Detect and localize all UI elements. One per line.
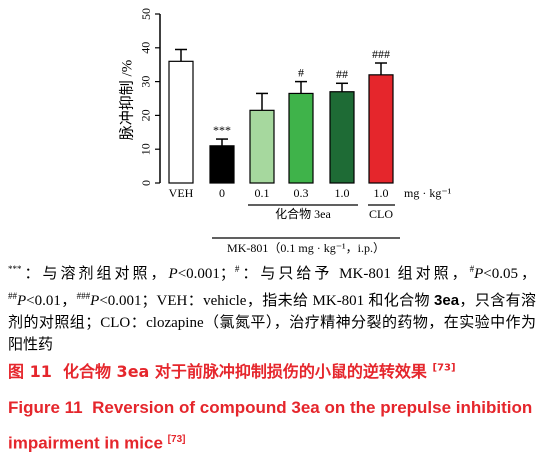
note-text: #	[469, 264, 475, 274]
caption-ref: [73]	[432, 362, 456, 374]
x-tick-label: 0.1	[255, 186, 270, 200]
bar	[329, 91, 355, 184]
note-text: P	[90, 293, 100, 309]
bar	[209, 145, 235, 184]
y-axis-label: 脉冲抑制 /%	[118, 60, 135, 140]
y-tick-label: 50	[139, 8, 153, 20]
treatment-label: MK-801（0.1 mg · kg⁻¹，i.p.）	[227, 241, 385, 255]
note-text: ##	[8, 291, 17, 301]
caption-text: Reversion of compound 3ea on the prepuls…	[8, 398, 533, 453]
note-text: #	[234, 264, 240, 274]
unit-label: mg · kg⁻¹	[404, 186, 452, 200]
bar	[249, 109, 275, 184]
note-text: P	[474, 266, 484, 282]
bar	[368, 74, 394, 184]
caption-ref: [73]	[167, 434, 186, 445]
x-tick-label: 0	[219, 186, 225, 200]
note-text: <0.001；	[177, 266, 235, 282]
significance-label: #	[298, 65, 304, 79]
note-text: ***	[8, 264, 22, 274]
y-tick-label: 10	[139, 143, 153, 155]
note-text: ，只含有溶剂的对照组；CLO：clozapine（氯氮平），治疗精神分裂的药物，…	[8, 293, 536, 353]
significance-label: ###	[372, 47, 390, 61]
x-tick-label: 1.0	[374, 186, 389, 200]
caption-en: Figure 11 Reversion of compound 3ea on t…	[8, 392, 538, 460]
x-tick-label: VEH	[169, 186, 194, 200]
significance-label: ##	[336, 67, 348, 81]
group-label: 化合物 3ea	[275, 206, 331, 221]
chart: 脉冲抑制 /% 0 10 20 30 40 50 VEH 0 *** 0.1 0.3 #1.0 ## 1.…	[118, 8, 452, 255]
note-text: <0.01，	[26, 293, 77, 309]
significance-label: ***	[213, 123, 231, 137]
caption-zh: 图 11 化合物 3ea 对于前脉冲抑制损伤的小鼠的逆转效果 [73]	[8, 358, 456, 382]
group-label: CLO	[369, 207, 393, 221]
bar	[168, 60, 194, 184]
caption-label: 图 11	[8, 362, 52, 381]
note-text: ：与溶剂组对照，	[21, 266, 169, 282]
y-tick-label: 40	[139, 42, 153, 54]
x-tick-label: 1.0	[335, 186, 350, 200]
y-tick-label: 0	[139, 180, 153, 186]
note-text: <0.05，	[483, 266, 536, 282]
note-text: P	[17, 293, 27, 309]
caption-text: 化合物 3ea 对于前脉冲抑制损伤的小鼠的逆转效果	[62, 362, 427, 381]
note-text: <0.001；VEH：vehicle，指未给 MK-801 和化合物	[99, 293, 435, 309]
note-text: 3ea	[434, 292, 460, 309]
note-text: ###	[76, 291, 91, 301]
x-tick-label: 0.3	[294, 186, 309, 200]
note-text: P	[168, 266, 178, 282]
y-tick-label: 20	[139, 109, 153, 121]
bar	[288, 92, 314, 184]
figure-note: ***：与溶剂组对照，P<0.001；#：与只给予 MK-801 组对照，#P<…	[8, 258, 536, 356]
note-text: ：与只给予 MK-801 组对照，	[239, 266, 470, 282]
y-tick-label: 30	[139, 76, 153, 88]
caption-label: Figure 11	[8, 398, 83, 417]
